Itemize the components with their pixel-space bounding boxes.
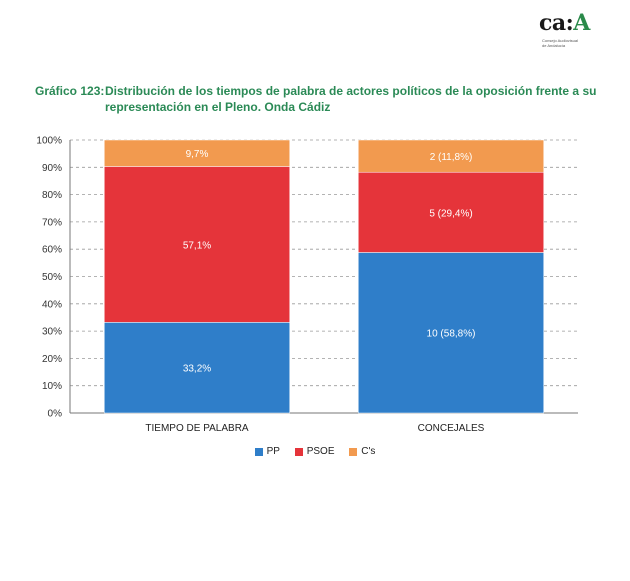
chart-title: Gráfico 123:Distribución de los tiempos … — [35, 83, 597, 115]
data-label-psoe: 57,1% — [183, 240, 211, 251]
data-label-cs: 2 (11,8%) — [430, 152, 473, 163]
x-tick-label: TIEMPO DE PALABRA — [145, 423, 249, 434]
legend-label-psoe: PSOE — [306, 446, 335, 457]
legend-item-cs: C's — [349, 446, 375, 457]
data-label-cs: 9,7% — [186, 149, 209, 160]
logo-subtitle-2: de Andalucía — [542, 43, 566, 48]
chart-title-line1: Distribución de los tiempos de palabra d… — [105, 84, 597, 98]
data-label-pp: 33,2% — [183, 364, 211, 375]
legend-swatch-psoe — [294, 447, 303, 456]
data-label-pp: 10 (58,8%) — [427, 329, 476, 340]
y-tick-label: 10% — [42, 381, 62, 392]
y-tick-label: 90% — [42, 163, 62, 174]
bar-psoe — [104, 166, 290, 323]
legend-swatch-pp — [254, 447, 263, 456]
logo-wordmark: ca:A — [539, 10, 590, 36]
legend-swatch-cs — [349, 447, 358, 456]
legend-item-pp: PP — [254, 446, 280, 457]
bar-cs — [104, 139, 290, 167]
bar-pp — [358, 252, 544, 414]
legend-label-pp: PP — [266, 446, 280, 457]
bar-cs — [358, 139, 544, 173]
legend-item-psoe: PSOE — [294, 446, 335, 457]
data-label-psoe: 5 (29,4%) — [429, 208, 472, 219]
y-tick-label: 80% — [42, 190, 62, 201]
bar-psoe — [358, 171, 544, 253]
chart-number: Gráfico 123: — [35, 84, 105, 98]
legend: PP PSOE C's — [0, 446, 630, 459]
chart-title-line2: representación en el Pleno. Onda Cádiz — [105, 100, 331, 114]
y-tick-label: 60% — [42, 245, 62, 256]
y-tick-label: 30% — [42, 327, 62, 338]
x-tick-label: CONCEJALES — [418, 423, 485, 434]
y-tick-label: 20% — [42, 354, 62, 365]
y-tick-label: 40% — [42, 299, 62, 310]
logo: ca:A Consejo Audiovisual de Andalucía — [539, 10, 601, 50]
y-tick-label: 0% — [48, 409, 63, 420]
y-tick-label: 70% — [42, 217, 62, 228]
legend-label-cs: C's — [361, 446, 376, 457]
y-tick-label: 50% — [42, 272, 62, 283]
logo-subtitle: Consejo Audiovisual — [542, 38, 579, 43]
y-tick-label: 100% — [36, 136, 62, 147]
bar-pp — [104, 322, 290, 414]
